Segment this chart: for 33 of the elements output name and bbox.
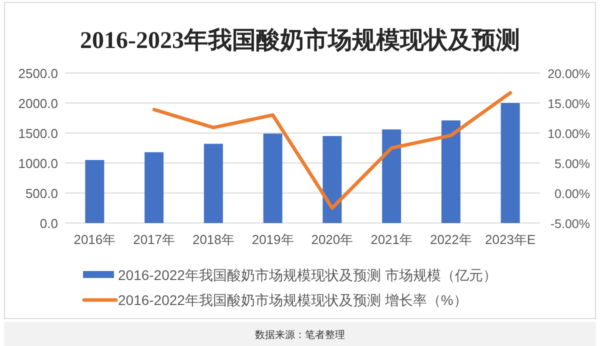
bar: [85, 160, 104, 223]
y-tick-label: 0.0: [40, 216, 58, 231]
legend-label: 2016-2022年我国酸奶市场规模现状及预测 市场规模（亿元）: [118, 267, 497, 283]
chart-title: 2016-2023年我国酸奶市场规模现状及预测: [80, 27, 520, 54]
y2-tick-label: 5.00%: [554, 157, 590, 171]
y-tick-label: 1000.0: [18, 156, 58, 171]
y-tick-label: 2500.0: [18, 66, 58, 81]
source-note: 数据来源：笔者整理: [255, 329, 345, 341]
x-tick-label: 2020年: [311, 232, 354, 247]
y2-tick-label: 0.00%: [554, 187, 590, 201]
y2-tick-label: -5.00%: [550, 217, 590, 231]
bar: [441, 120, 460, 223]
y-tick-label: 1500.0: [18, 126, 58, 141]
x-tick-label: 2023年E: [485, 232, 536, 247]
x-tick-label: 2019年: [252, 232, 294, 247]
x-tick-label: 2018年: [192, 232, 234, 247]
y-tick-label: 2000.0: [18, 96, 58, 111]
bar: [382, 129, 402, 223]
x-tick-label: 2022年: [430, 232, 472, 247]
bar: [204, 144, 223, 223]
bar: [322, 136, 342, 223]
y2-tick-label: 10.00%: [548, 127, 590, 141]
line-series: [152, 91, 512, 210]
bar: [144, 152, 164, 223]
bar: [500, 103, 520, 223]
bar: [263, 134, 282, 223]
x-tick-label: 2016年: [74, 232, 116, 247]
x-tick-label: 2017年: [133, 232, 176, 247]
y2-tick-label: 15.00%: [548, 97, 590, 111]
y-tick-label: 500.0: [25, 186, 58, 201]
x-tick-label: 2021年: [370, 232, 413, 247]
y2-tick-label: 20.00%: [548, 67, 590, 81]
legend-label: 2016-2022年我国酸奶市场规模现状及预测 增长率（%）: [118, 292, 468, 308]
